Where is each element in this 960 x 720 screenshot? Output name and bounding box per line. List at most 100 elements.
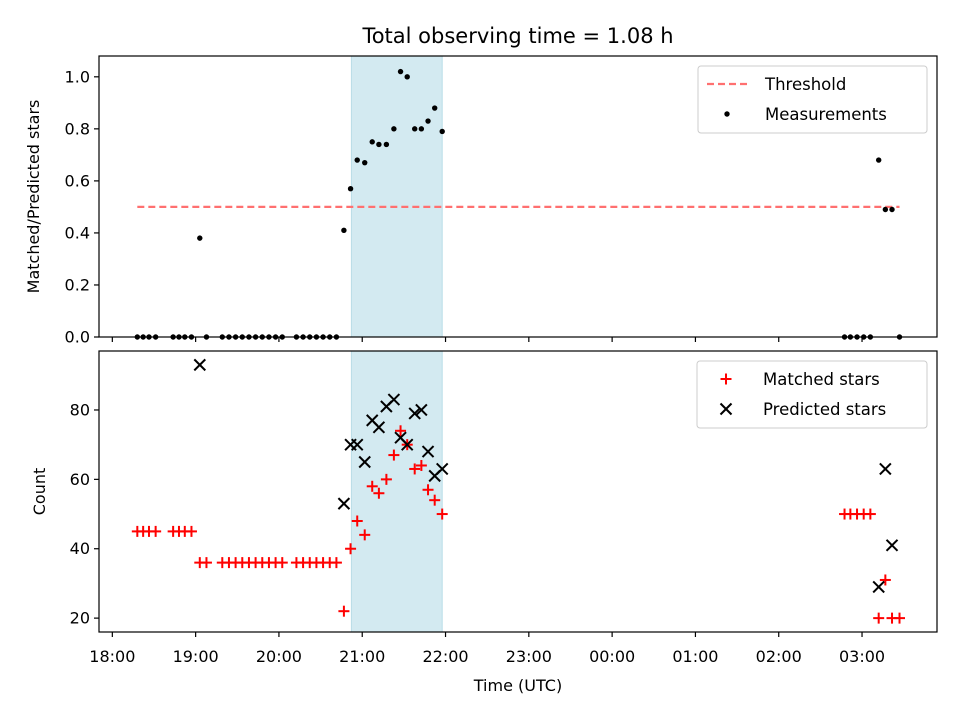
predicted-star-point [337,497,351,510]
y-tick-label: 80 [70,400,90,419]
top-panel-frame [98,55,938,338]
bottom-legend-frame [696,360,928,429]
measurement-point [341,227,347,234]
measurement-point [197,235,203,241]
matched-star-point [373,487,385,499]
matched-star-point [388,449,400,461]
predicted-star-point [358,455,371,469]
matched-star-point [366,480,378,492]
predicted-star-point [421,445,435,458]
y-tick-label: 40 [70,539,90,558]
matched-star-point [185,525,197,537]
x-tick-label: 22:00 [422,647,468,666]
matched-legend-marker [720,373,732,385]
bottom-legend: Matched stars Predicted stars [696,360,928,429]
predicted-star-point [387,393,401,406]
matched-star-point [864,508,876,520]
predicted-legend-label: Predicted stars [763,400,886,419]
measurement-point [412,126,418,132]
bottom-panel-frame [98,350,938,633]
x-tick-label: 21:00 [339,647,385,666]
y-tick-label: 20 [70,609,90,628]
matched-star-point [330,557,342,569]
matched-star-point [351,515,363,527]
measurement-point [362,159,368,166]
predicted-legend-marker [719,402,733,416]
y-tick-label: 0.2 [65,275,90,294]
matched-star-point [415,459,427,471]
top-legend: Threshold Measurements [697,65,928,134]
bottom-panel: 20 40 60 80 18:00 19:00 20:00 21:00 22:00 23:00 0… [30,350,938,695]
y-tick-label: 0.4 [65,223,90,242]
measurement-point [404,74,410,80]
predicted-star-point [872,580,885,594]
measurement-point [889,206,895,213]
predicted-legend-swatch [719,402,733,416]
top-highlight-span [350,55,443,338]
predicted-star-point [435,462,449,476]
measurement-point [376,141,382,148]
matched-star-point [200,557,212,569]
measurement-point [397,68,404,75]
measurement-point [369,139,375,145]
matched-star-point [395,425,407,437]
x-tick-label: 20:00 [256,647,302,666]
matched-star-point [359,529,371,541]
x-tick-label: 03:00 [839,647,885,666]
measurements-legend-label: Measurements [765,105,887,124]
matched-star-point [276,557,288,569]
measurement-point [383,141,390,148]
top-y-axis-label: Matched/Predicted stars [24,100,43,294]
predicted-star-point [401,438,414,451]
predicted-star-point [885,539,899,552]
y-tick-label: 0.8 [65,119,90,138]
matched-star-point [894,612,906,624]
x-tick-label: 02:00 [756,647,802,666]
measurement-point [391,126,397,132]
threshold-legend-label: Threshold [764,75,846,94]
predicted-star-point [879,462,892,476]
x-tick-label: 23:00 [506,647,552,666]
measurement-point [425,118,431,124]
predicted-star-point [372,421,386,434]
matched-star-point [380,473,392,485]
matched-star-point [873,612,885,624]
matched-star-point [429,494,441,506]
matched-star-point [345,543,357,555]
measurement-point [875,157,882,163]
predicted-star-point [415,403,428,417]
y-tick-label: 0.0 [65,328,90,347]
matched-legend-label: Matched stars [763,370,880,389]
top-x-ticks [111,337,863,342]
observing-window-band [350,55,443,338]
measurement-point [354,157,360,163]
matched-legend-swatch [720,373,732,385]
x-axis-label: Time (UTC) [473,676,562,695]
matched-star-point [422,484,434,496]
predicted-stars-points [193,358,899,594]
predicted-star-point [351,438,364,451]
bottom-y-ticks: 20 40 60 80 [70,400,99,628]
predicted-star-point [408,407,421,420]
measurement-point [882,206,889,213]
x-tick-label: 18:00 [89,647,135,666]
top-panel: 0.0 0.2 0.4 0.6 0.8 1.0 Matched/Predicted sta… [24,55,938,347]
bottom-y-axis-label: Count [30,468,49,516]
matched-star-point [436,508,448,520]
measurement-point [439,128,445,135]
predicted-star-point [193,358,207,372]
measurement-point [347,185,354,192]
top-legend-frame [697,65,928,134]
chart-title: Total observing time = 1.08 h [361,24,673,48]
bottom-x-ticks: 18:00 19:00 20:00 21:00 22:00 23:00 00:00 01:00… [89,632,885,666]
y-tick-label: 1.0 [65,67,90,86]
measurements-legend-swatch [724,111,730,117]
matched-star-point [879,574,891,586]
y-tick-label: 60 [70,470,90,489]
matched-star-point [409,463,421,475]
top-y-ticks: 0.0 0.2 0.4 0.6 0.8 1.0 [65,67,99,347]
matched-star-point [338,605,350,617]
x-tick-label: 00:00 [589,647,635,666]
y-tick-label: 0.6 [65,171,90,190]
